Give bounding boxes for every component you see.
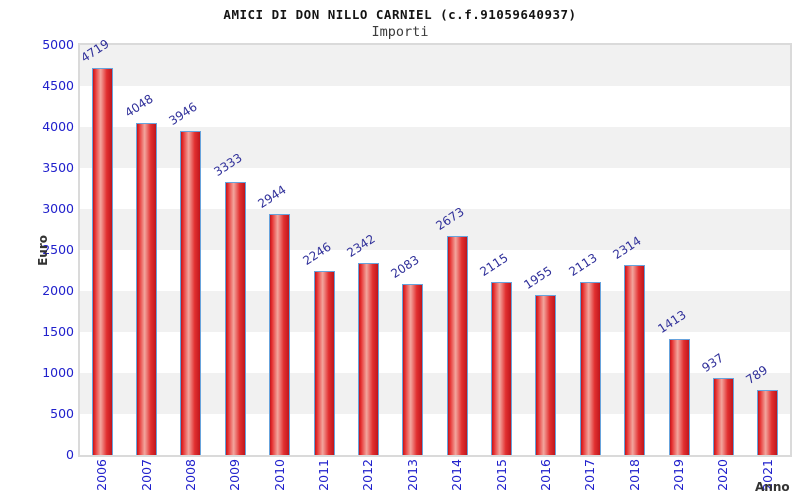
bar-2006: [92, 68, 113, 455]
x-tick-label: 2008: [183, 459, 198, 491]
bar-value-label: 2246: [300, 239, 334, 268]
bar-2016: [535, 295, 556, 455]
bar-2018: [624, 265, 645, 455]
y-tick-label: 4500: [42, 78, 74, 93]
bar-value-label: 3333: [211, 150, 245, 179]
bars-layer: 4719 4048 3946 3333 2944 2246 2342 2083 2673 2115…: [78, 37, 790, 455]
bar-value-label: 937: [699, 350, 727, 375]
y-axis-title: Euro: [36, 235, 50, 266]
bar-2010: [269, 214, 290, 455]
x-tick-label: 2019: [671, 459, 686, 491]
y-tick-label: 4000: [42, 119, 74, 134]
x-tick-label: 2010: [272, 459, 287, 491]
bar-2021: [757, 390, 778, 455]
y-tick-label: 3500: [42, 160, 74, 175]
bar-value-label: 2673: [433, 204, 467, 233]
y-tick-label: 1500: [42, 324, 74, 339]
y-tick-label: 1000: [42, 365, 74, 380]
x-axis-title: Anno: [755, 480, 790, 494]
x-tick-label: 2015: [494, 459, 509, 491]
bar-2011: [314, 271, 335, 455]
x-tick-label: 2018: [627, 459, 642, 491]
x-tick-label: 2006: [94, 459, 109, 491]
bar-value-label: 4719: [78, 36, 112, 65]
y-tick-label: 0: [66, 447, 74, 462]
y-tick-label: 5000: [42, 37, 74, 52]
bar-2013: [402, 284, 423, 455]
bar-value-label: 2113: [566, 250, 600, 279]
x-tick-label: 2011: [316, 459, 331, 491]
bar-value-label: 1413: [655, 307, 689, 336]
bar-value-label: 3946: [166, 99, 200, 128]
bar-value-label: 789: [743, 362, 771, 387]
bar-2008: [180, 131, 201, 455]
chart-title: AMICI DI DON NILLO CARNIEL (c.f.91059640…: [223, 7, 577, 22]
bar-value-label: 2314: [610, 233, 644, 262]
bar-value-label: 2083: [388, 252, 422, 281]
y-tick-label: 2500: [42, 242, 74, 257]
y-axis: 0 500 1000 1500 2000 2500 3000 3500 4000 4500 5000: [0, 0, 74, 500]
bar-value-label: 2944: [255, 182, 289, 211]
bar-2012: [358, 263, 379, 455]
chart-subtitle: Importi: [371, 24, 429, 40]
bar-value-label: 2342: [344, 231, 378, 260]
bar-2014: [447, 236, 468, 455]
bar-value-label: 2115: [477, 250, 511, 279]
x-tick-label: 2017: [582, 459, 597, 491]
x-tick-label: 2013: [405, 459, 420, 491]
x-tick-label: 2007: [139, 459, 154, 491]
bar-2020: [713, 378, 734, 455]
x-tick-label: 2016: [538, 459, 553, 491]
x-axis: 2006 2007 2008 2009 2010 2011 2012 2013 2014 2015…: [80, 459, 790, 500]
x-tick-label: 2012: [360, 459, 375, 491]
x-tick-label: 2014: [449, 459, 464, 491]
bar-2019: [669, 339, 690, 455]
bar-2007: [136, 123, 157, 455]
bar-2017: [580, 282, 601, 455]
y-tick-label: 2000: [42, 283, 74, 298]
bar-value-label: 4048: [122, 91, 156, 120]
bar-2009: [225, 182, 246, 455]
x-tick-label: 2009: [227, 459, 242, 491]
x-tick-label: 2020: [715, 459, 730, 491]
y-tick-label: 500: [50, 406, 74, 421]
bar-2015: [491, 282, 512, 455]
bar-value-label: 1955: [521, 263, 555, 292]
y-tick-label: 3000: [42, 201, 74, 216]
